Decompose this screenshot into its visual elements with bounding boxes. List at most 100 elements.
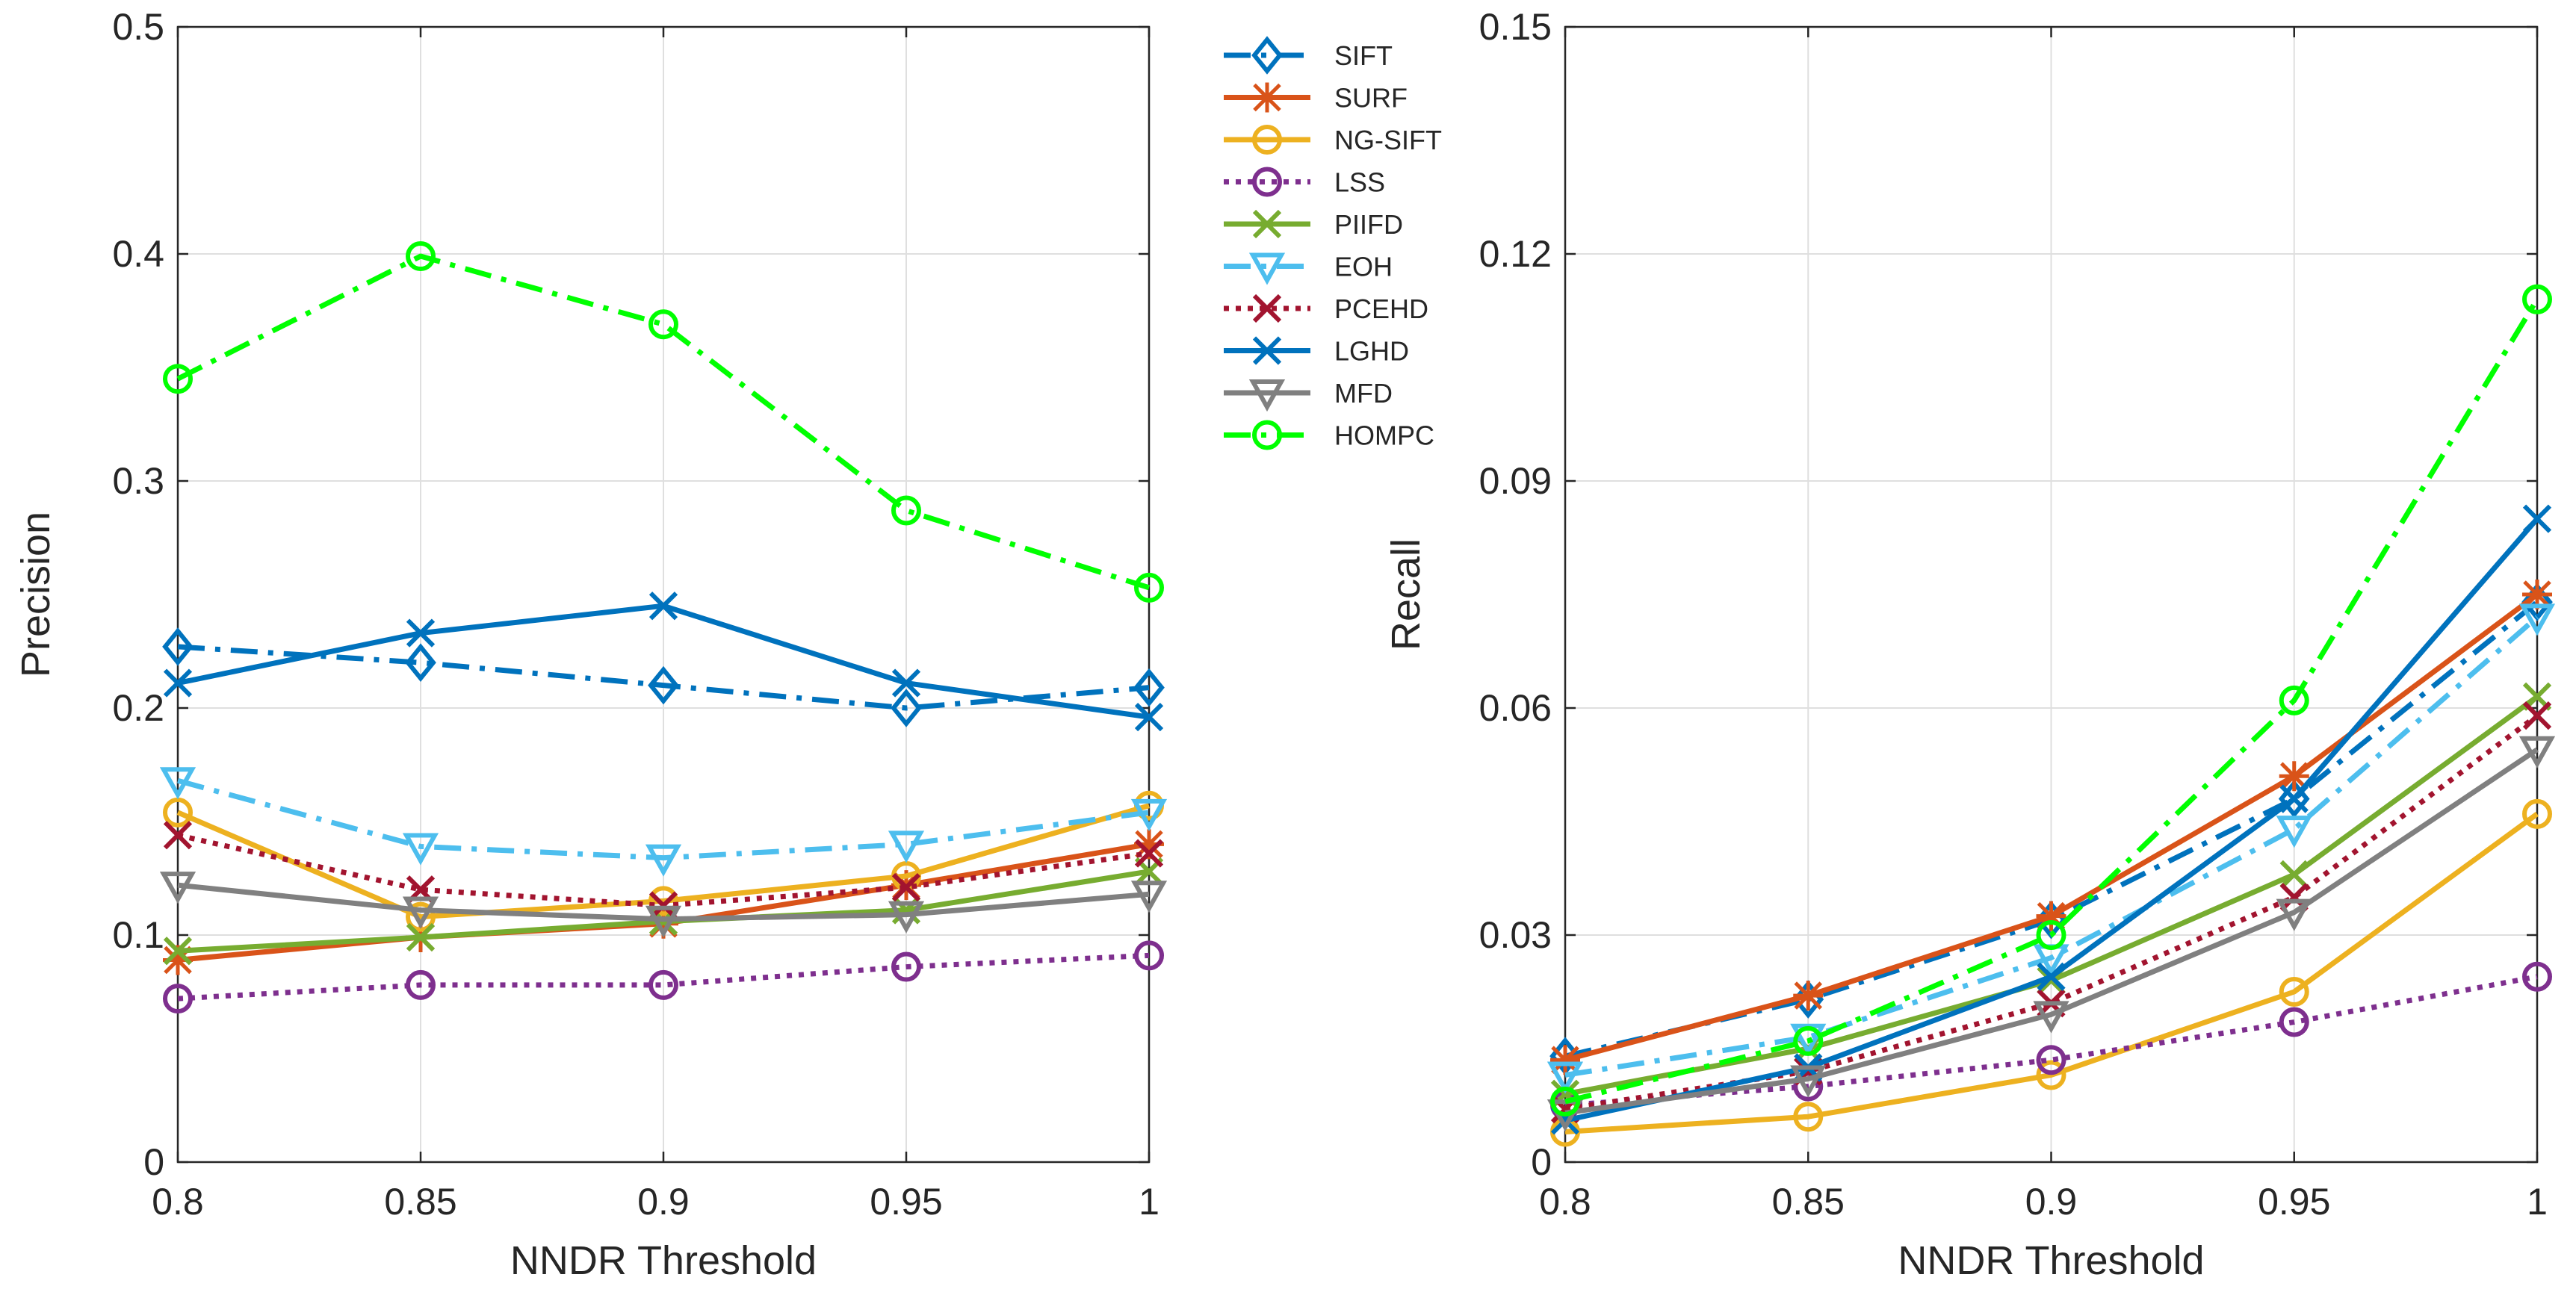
precision-point-pcehd [163, 821, 193, 850]
recall-line-pcehd [1564, 713, 2539, 1112]
recall-point-hompc [2279, 685, 2309, 715]
recall-point-mfd [1790, 1065, 1827, 1098]
legend-marker-pcehd [1252, 294, 1282, 323]
precision-point-sift [405, 643, 436, 682]
legend-item-ng-sift: NG-SIFT [1224, 125, 1442, 155]
recall-x-axis-label: NNDR Threshold [1898, 1238, 2204, 1283]
precision-point-sift [162, 627, 193, 666]
precision-point-lghd [406, 618, 436, 648]
legend-item-eoh: EOH [1224, 252, 1393, 285]
legend-marker-lghd [1252, 336, 1282, 365]
legend-label-mfd: MFD [1334, 378, 1393, 409]
precision-y-tick-label: 0.3 [112, 460, 164, 502]
recall-line-eoh [1564, 615, 2539, 1078]
precision-y-tick-label: 0 [143, 1141, 164, 1183]
recall-point-pcehd [2522, 701, 2552, 730]
precision-point-eoh [888, 830, 925, 863]
precision-x-tick-label: 0.8 [152, 1181, 204, 1223]
recall-point-ng-sift [2279, 977, 2309, 1007]
legend-item-mfd: MFD [1224, 378, 1393, 412]
precision-line-eoh [177, 777, 1150, 861]
recall-y-tick-label: 0.15 [1479, 6, 1552, 48]
recall-point-ng-sift [2522, 798, 2552, 829]
recall-point-piifd [2279, 860, 2309, 889]
legend-marker-piifd [1252, 209, 1282, 239]
legend-item-pcehd: PCEHD [1224, 294, 1428, 324]
legend-marker-ng-sift [1252, 125, 1282, 155]
precision-x-tick-label: 0.95 [870, 1181, 942, 1223]
precision-point-lss [891, 951, 921, 982]
recall-point-lghd [2522, 504, 2552, 533]
recall-y-tick-label: 0.06 [1479, 687, 1552, 729]
precision-point-piifd [406, 922, 436, 952]
legend-label-pcehd: PCEHD [1334, 294, 1428, 324]
recall-point-surf [1793, 981, 1824, 1011]
precision-point-hompc [891, 495, 921, 526]
legend-label-lghd: LGHD [1334, 336, 1409, 367]
precision-point-ng-sift [406, 901, 436, 932]
precision-point-hompc [406, 241, 436, 272]
precision-x-tick-label: 0.85 [384, 1181, 456, 1223]
precision-point-lghd [648, 591, 678, 621]
recall-point-mfd [2033, 1001, 2069, 1034]
recall-point-sift [2278, 779, 2310, 819]
legend: SIFT SURF NG-SIFT LSS PIIFD EOH PCEHD LGHD MFD HO… [1224, 36, 1442, 451]
legend-label-sift: SIFT [1334, 40, 1393, 71]
recall-line-hompc [1564, 297, 2539, 1105]
precision-series-mfd [159, 872, 1168, 938]
precision-point-lss [406, 969, 436, 1000]
recall-point-hompc [1550, 1086, 1580, 1117]
recall-point-eoh [2276, 816, 2312, 848]
precision-point-pcehd [891, 873, 921, 902]
recall-point-lss [2522, 961, 2552, 992]
recall-x-tick-label: 0.95 [2258, 1181, 2330, 1223]
recall-point-eoh [1546, 1061, 1584, 1094]
recall-point-hompc [2036, 920, 2066, 950]
precision-y-tick-label: 0.5 [112, 6, 164, 48]
recall-series-mfd [1546, 736, 2556, 1132]
precision-point-lghd [891, 668, 921, 698]
legend-label-surf: SURF [1334, 83, 1408, 114]
recall-chart: NNDR Threshold Recall 0.8 0.85 0.9 0.95 1 0 0.… [1384, 6, 2556, 1283]
precision-chart: NNDR Threshold Precision 0.8 0.85 0.9 0.95 1… [13, 6, 1168, 1283]
recall-point-lss [2036, 1045, 2066, 1075]
recall-point-lghd [2037, 962, 2066, 991]
legend-item-piifd: PIIFD [1224, 209, 1403, 240]
precision-series-eoh [159, 767, 1168, 877]
legend-marker-lss [1252, 167, 1282, 197]
recall-point-mfd [2518, 736, 2556, 769]
legend-marker-eoh [1248, 252, 1286, 285]
precision-point-lss [648, 969, 678, 1000]
precision-point-eoh [645, 844, 682, 877]
precision-point-surf [1134, 829, 1164, 860]
precision-point-mfd [645, 905, 682, 938]
precision-point-mfd [1130, 881, 1168, 913]
precision-line-ng-sift [176, 803, 1150, 920]
precision-series-lss [163, 940, 1164, 1014]
recall-point-eoh [2518, 603, 2556, 636]
recall-x-tick-label: 0.85 [1772, 1181, 1845, 1223]
recall-point-lss [2279, 1007, 2309, 1037]
precision-point-eoh [402, 833, 439, 866]
recall-point-ng-sift [1793, 1102, 1824, 1132]
recall-y-tick-label: 0.03 [1479, 914, 1552, 956]
precision-x-tick-label: 1 [1139, 1181, 1159, 1223]
legend-item-hompc: HOMPC [1224, 420, 1434, 451]
legend-item-sift: SIFT [1224, 36, 1393, 75]
precision-point-eoh [1130, 798, 1168, 831]
legend-item-lss: LSS [1224, 167, 1385, 198]
precision-y-tick-label: 0.4 [112, 233, 164, 275]
precision-x-axis-label: NNDR Threshold [510, 1238, 817, 1283]
precision-point-sift [648, 665, 679, 705]
legend-item-surf: SURF [1224, 82, 1408, 114]
precision-y-axis-label: Precision [13, 512, 58, 677]
precision-point-hompc [1134, 572, 1164, 603]
precision-series-lghd [163, 591, 1164, 732]
precision-point-eoh [159, 767, 196, 800]
recall-x-tick-label: 0.8 [1539, 1181, 1591, 1223]
precision-x-tick-label: 0.9 [637, 1181, 690, 1223]
precision-point-lghd [1134, 703, 1164, 732]
precision-point-lghd [163, 668, 193, 698]
precision-point-pcehd [1134, 839, 1164, 868]
